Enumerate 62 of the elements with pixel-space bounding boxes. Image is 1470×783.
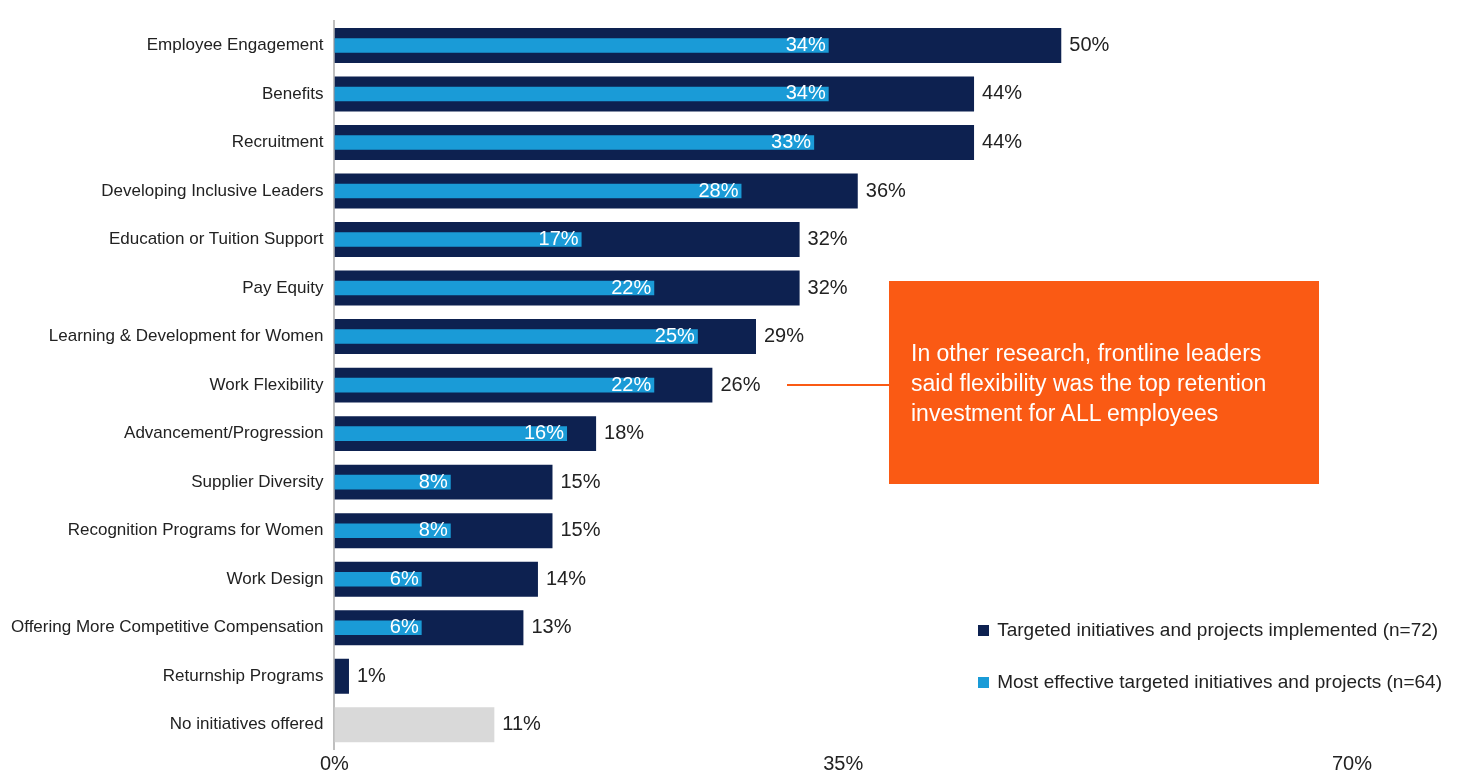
x-tick-label: 35% (823, 751, 864, 774)
data-label: 32% (807, 227, 848, 250)
data-label: 50% (1069, 32, 1110, 55)
y-tick-label: Returnship Programs (162, 665, 324, 685)
bar (334, 135, 815, 150)
y-tick-label: Developing Inclusive Leaders (101, 180, 324, 200)
data-label: 16% (523, 421, 565, 444)
bar (334, 426, 568, 441)
y-tick-label: Offering More Competitive Compensation (10, 617, 324, 637)
data-label: 36% (865, 178, 906, 201)
data-label: 33% (771, 130, 812, 153)
data-label: 28% (698, 178, 739, 201)
data-label: 22% (611, 275, 652, 298)
bar (334, 377, 655, 393)
data-label: 8% (418, 518, 448, 541)
data-label: 18% (604, 421, 645, 444)
data-label: 15% (560, 469, 601, 492)
data-label: 26% (720, 372, 761, 395)
data-label: 17% (538, 227, 579, 250)
legend-label: Most effective targeted initiatives and projects (n=64) (997, 671, 1442, 693)
data-label: 14% (545, 566, 587, 589)
data-label: 34% (785, 32, 826, 55)
data-label: 6% (389, 615, 419, 638)
data-label: 22% (611, 372, 652, 395)
bar (334, 329, 698, 344)
y-tick-label: Employee Engagement (146, 35, 324, 55)
y-tick-label: Advancement/Progression (124, 423, 324, 443)
legend-label: Targeted initiatives and projects implemented (n=72) (997, 619, 1439, 641)
bar (334, 707, 495, 743)
bar (334, 658, 349, 694)
y-tick-label: Pay Equity (242, 277, 324, 297)
y-tick-label: No initiatives offered (169, 714, 324, 734)
data-label: 11% (502, 712, 542, 735)
data-label: 6% (389, 566, 419, 589)
data-label: 44% (982, 130, 1023, 153)
bar (334, 183, 742, 199)
y-tick-label: Recognition Programs for Women (67, 520, 324, 540)
bar (334, 38, 829, 53)
data-label: 29% (764, 324, 805, 347)
data-label: 44% (982, 81, 1023, 104)
data-label: 34% (785, 81, 826, 104)
bar (334, 86, 829, 102)
data-label: 15% (560, 518, 601, 541)
bar (334, 232, 582, 247)
x-tick-label: 70% (1331, 751, 1373, 774)
data-label: 25% (654, 324, 696, 347)
data-label: 8% (418, 469, 448, 492)
y-tick-label: Recruitment (231, 132, 324, 152)
y-tick-label: Work Design (226, 568, 324, 588)
bar (334, 523, 451, 538)
y-tick-label: Work Flexibility (209, 374, 324, 394)
x-tick-label: 0% (319, 751, 350, 774)
annotation: In other research, frontline leaders said flexibility was the top retention investment for ALL employees (911, 338, 1268, 428)
callout-box: In other research, frontline leaders said flexibility was the top retention investment for ALL employees (889, 281, 1319, 485)
data-label: 13% (531, 615, 572, 638)
y-tick-label: Supplier Diversity (191, 471, 324, 491)
data-label: 32% (807, 275, 848, 298)
y-tick-label: Education or Tuition Support (108, 229, 324, 249)
y-tick-label: Learning & Development for Women (48, 326, 324, 346)
bar (334, 280, 655, 296)
y-tick-label: Benefits (262, 83, 324, 103)
data-label: 1% (356, 663, 387, 686)
